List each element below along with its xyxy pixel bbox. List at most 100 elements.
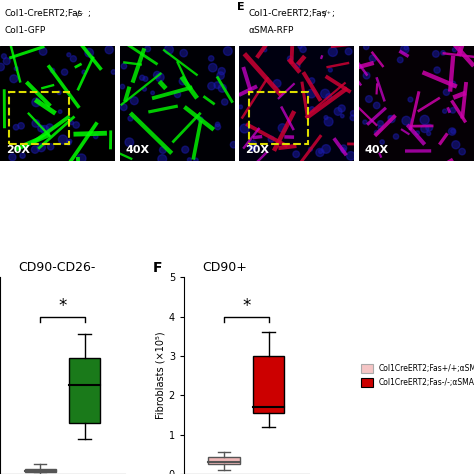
- Circle shape: [46, 124, 53, 131]
- Circle shape: [324, 116, 328, 119]
- Text: ⁻/⁻: ⁻/⁻: [73, 9, 84, 18]
- Text: 20X: 20X: [245, 145, 269, 155]
- Circle shape: [441, 51, 445, 55]
- Circle shape: [319, 149, 322, 154]
- Circle shape: [322, 145, 330, 153]
- Circle shape: [404, 46, 408, 50]
- Y-axis label: Fibroblasts (×10⁵): Fibroblasts (×10⁵): [156, 332, 166, 419]
- Text: Col1-GFP: Col1-GFP: [5, 26, 46, 35]
- Circle shape: [408, 97, 413, 102]
- Circle shape: [47, 144, 54, 150]
- Text: 20X: 20X: [6, 145, 30, 155]
- Circle shape: [32, 119, 40, 127]
- Circle shape: [194, 158, 198, 163]
- Circle shape: [230, 142, 237, 148]
- Circle shape: [179, 78, 186, 85]
- Circle shape: [215, 122, 220, 127]
- Bar: [69, 358, 100, 423]
- Circle shape: [316, 148, 324, 156]
- Circle shape: [215, 124, 220, 130]
- Circle shape: [443, 109, 447, 113]
- Circle shape: [365, 96, 373, 102]
- Circle shape: [452, 141, 460, 149]
- Circle shape: [209, 56, 214, 61]
- Circle shape: [31, 146, 39, 153]
- Circle shape: [293, 151, 300, 157]
- Circle shape: [309, 147, 312, 151]
- Circle shape: [105, 46, 113, 54]
- Circle shape: [320, 89, 329, 98]
- Circle shape: [433, 51, 439, 57]
- Circle shape: [164, 45, 173, 54]
- Circle shape: [278, 124, 287, 132]
- Circle shape: [217, 72, 224, 79]
- Circle shape: [14, 67, 18, 71]
- Bar: [25, 469, 55, 472]
- Circle shape: [125, 138, 134, 146]
- Text: F: F: [153, 262, 162, 275]
- Text: Col1-CreERT2;Fas: Col1-CreERT2;Fas: [249, 9, 327, 18]
- Text: E: E: [237, 2, 245, 12]
- Circle shape: [159, 146, 166, 154]
- Circle shape: [145, 46, 151, 52]
- Bar: [253, 356, 284, 413]
- Circle shape: [18, 123, 24, 129]
- Text: *: *: [58, 297, 66, 315]
- Circle shape: [388, 116, 395, 123]
- Circle shape: [263, 48, 267, 52]
- Circle shape: [1, 54, 7, 59]
- Circle shape: [350, 115, 356, 120]
- Text: αSMA-RFP: αSMA-RFP: [249, 26, 294, 35]
- Circle shape: [224, 47, 232, 55]
- Circle shape: [363, 72, 370, 79]
- Legend: Col1CreERT2;Fas+/+;αSMA-, Col1CreERT2;Fas-/-;αSMA-R: Col1CreERT2;Fas+/+;αSMA-, Col1CreERT2;Fa…: [361, 364, 474, 387]
- Circle shape: [32, 98, 40, 107]
- Circle shape: [73, 122, 80, 128]
- Circle shape: [324, 117, 333, 126]
- Circle shape: [221, 99, 228, 105]
- Circle shape: [180, 49, 187, 57]
- Circle shape: [93, 134, 98, 139]
- Circle shape: [82, 70, 86, 74]
- Circle shape: [310, 107, 315, 112]
- Circle shape: [249, 144, 256, 151]
- Circle shape: [128, 116, 133, 121]
- Circle shape: [401, 45, 409, 54]
- Circle shape: [298, 45, 302, 48]
- Circle shape: [41, 126, 49, 134]
- Circle shape: [350, 110, 356, 116]
- Circle shape: [345, 48, 352, 55]
- Circle shape: [0, 63, 4, 71]
- Circle shape: [451, 129, 455, 133]
- Circle shape: [218, 84, 226, 92]
- Text: Col1-CreERT2;Fas: Col1-CreERT2;Fas: [5, 9, 83, 18]
- Circle shape: [420, 115, 429, 125]
- Circle shape: [338, 105, 345, 112]
- Circle shape: [346, 152, 355, 160]
- Circle shape: [214, 82, 221, 89]
- Circle shape: [328, 68, 332, 72]
- Circle shape: [380, 140, 384, 144]
- Circle shape: [374, 130, 379, 135]
- Circle shape: [340, 145, 346, 151]
- Circle shape: [328, 47, 337, 56]
- Circle shape: [198, 117, 203, 122]
- Circle shape: [369, 55, 376, 62]
- Circle shape: [13, 125, 19, 130]
- Circle shape: [443, 89, 449, 95]
- Circle shape: [341, 114, 344, 118]
- Circle shape: [154, 72, 161, 79]
- Circle shape: [57, 91, 61, 94]
- Circle shape: [363, 120, 367, 124]
- Circle shape: [139, 75, 145, 80]
- Circle shape: [397, 57, 403, 63]
- Bar: [9, 92, 69, 144]
- Bar: [248, 92, 308, 144]
- Circle shape: [459, 148, 465, 155]
- Bar: [209, 457, 240, 464]
- Circle shape: [378, 126, 383, 130]
- Circle shape: [427, 131, 431, 136]
- Circle shape: [450, 108, 456, 113]
- Circle shape: [426, 124, 433, 131]
- Circle shape: [268, 136, 274, 142]
